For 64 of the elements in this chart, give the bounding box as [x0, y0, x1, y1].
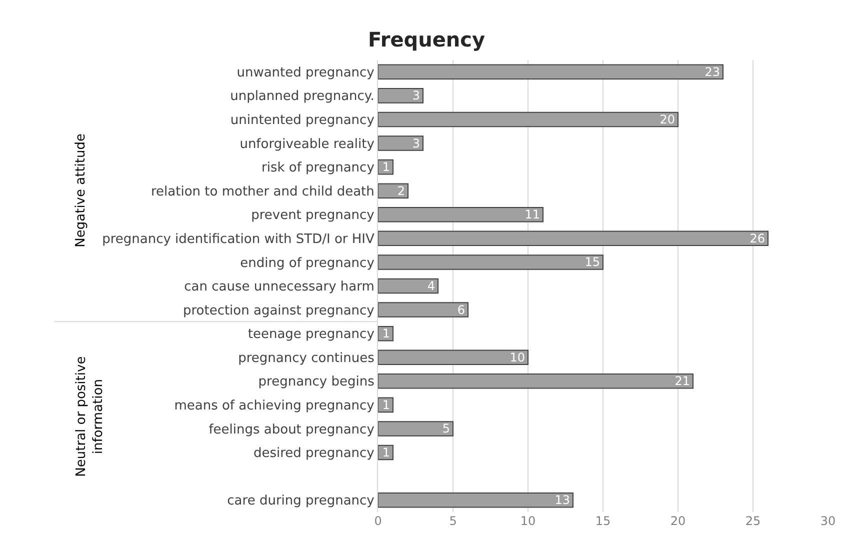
bar — [378, 374, 694, 389]
bar — [378, 254, 604, 270]
bar — [378, 444, 394, 460]
bar — [378, 278, 438, 294]
y-tick-label: can cause unnecessary harm — [184, 280, 374, 295]
bar — [378, 397, 394, 413]
bar — [378, 206, 544, 222]
y-tick-label: unplanned pregnancy. — [230, 89, 374, 104]
bar — [378, 326, 394, 342]
data-label: 1 — [382, 398, 390, 412]
y-tick-label: ending of pregnancy — [240, 256, 375, 271]
bar — [378, 183, 408, 198]
y-tick-label: pregnancy continues — [238, 350, 375, 366]
x-tick-label: 0 — [374, 514, 382, 528]
y-tick-label: pregnancy identification with STD/I or HIV — [102, 232, 374, 247]
data-label: 26 — [750, 231, 765, 246]
chart-title: Frequency — [368, 28, 486, 52]
y-tick-label: protection against pregnancy — [182, 303, 375, 318]
data-label: 2 — [397, 184, 405, 198]
data-label: 15 — [584, 255, 600, 270]
y-tick-label: unintented pregnancy — [230, 113, 375, 128]
bar — [378, 421, 454, 436]
bar — [378, 136, 424, 151]
data-label: 20 — [660, 112, 675, 126]
bar — [378, 159, 394, 175]
bar — [378, 88, 424, 104]
y-tick-label: means of achieving pregnancy — [174, 398, 375, 414]
data-label: 4 — [427, 279, 435, 293]
bar — [378, 302, 468, 318]
x-tick-label: 15 — [595, 514, 611, 528]
bar — [378, 492, 574, 508]
y-tick-label: prevent pregnancy — [251, 208, 375, 224]
y-tick-label: teenage pregnancy — [248, 327, 375, 342]
data-label: 1 — [382, 446, 390, 460]
y-tick-label: desired pregnancy — [253, 446, 375, 462]
y-tick-label: unforgiveable reality — [240, 136, 375, 152]
data-label: 11 — [524, 208, 540, 222]
y-tick-label: risk of pregnancy — [261, 160, 375, 176]
y-tick-label: feelings about pregnancy — [208, 422, 375, 438]
y-tick-label: relation to mother and child death — [150, 184, 374, 200]
data-label: 6 — [457, 302, 465, 317]
y-tick-label: pregnancy begins — [258, 374, 375, 390]
data-label: 10 — [510, 350, 525, 364]
x-tick-label: 20 — [670, 514, 686, 528]
data-label: 3 — [412, 136, 420, 150]
bar — [378, 350, 528, 366]
data-label: 13 — [554, 493, 570, 508]
text: Negative attitude — [74, 133, 89, 248]
bar — [378, 112, 678, 128]
data-label: 1 — [382, 326, 390, 341]
data-label: 1 — [382, 160, 390, 174]
x-tick-label: 5 — [449, 514, 457, 528]
y-tick-label: unwanted pregnancy — [236, 65, 375, 80]
y-tick-label: care during pregnancy — [227, 494, 375, 509]
data-label: 3 — [412, 88, 420, 103]
x-tick-label: 25 — [745, 514, 761, 528]
bar — [378, 64, 724, 80]
data-label: 5 — [442, 422, 450, 436]
data-label: 23 — [704, 64, 720, 79]
text: Neutral or positive information — [74, 356, 106, 477]
x-tick-label: 10 — [520, 514, 536, 528]
data-label: 21 — [674, 374, 690, 388]
bar — [378, 230, 768, 246]
x-tick-label: 30 — [820, 514, 836, 528]
